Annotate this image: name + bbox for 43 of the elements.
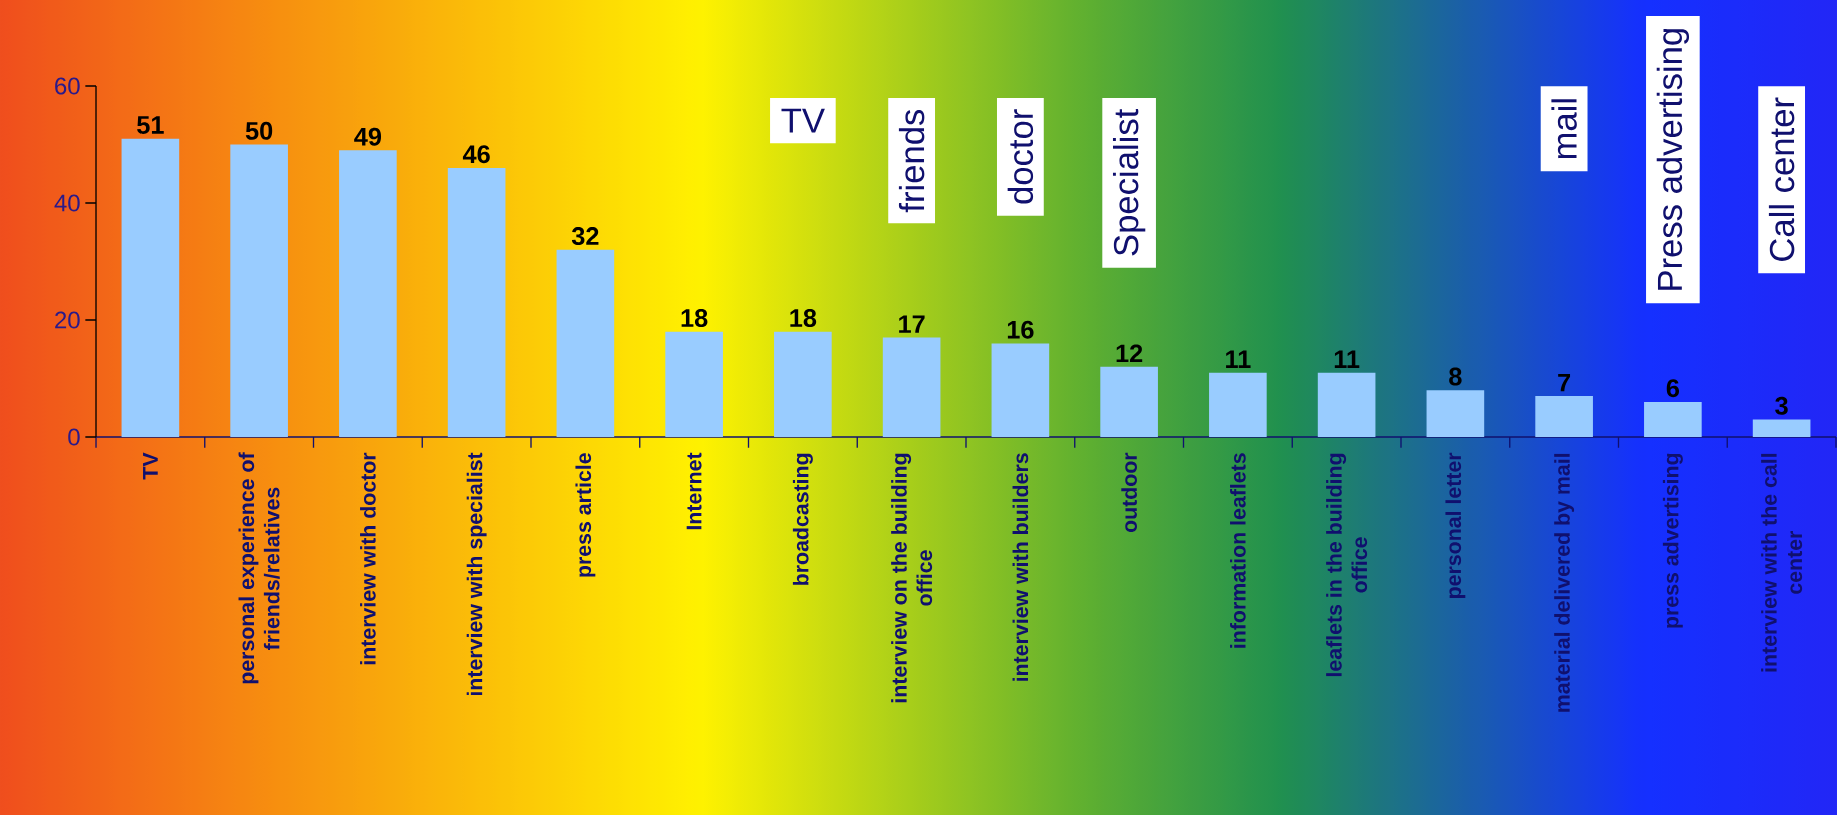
x-tick-label: leaflets in the building office: [1326, 453, 1368, 677]
data-label: 8: [1449, 367, 1462, 386]
x-tick-label: press article: [575, 453, 596, 577]
annotation: TV: [781, 108, 825, 133]
data-label: 11: [1226, 350, 1251, 368]
x-tick-label: interview with specialist: [466, 452, 487, 696]
data-label: 12: [1116, 344, 1143, 363]
x-tick-label: personal letter: [1445, 452, 1466, 598]
x-tick-label: information leaflets: [1230, 453, 1246, 648]
data-label: 17: [899, 315, 925, 333]
annotation: Specialist: [1112, 108, 1146, 256]
annotation: doctor: [1007, 109, 1034, 204]
data-label: 16: [1007, 320, 1034, 339]
x-tick-label: personal experience of friends/relatives: [238, 452, 280, 684]
data-label: 18: [790, 309, 817, 327]
x-tick-label: interview with the call center: [1761, 453, 1803, 672]
y-tick-label: 60: [55, 77, 80, 95]
x-tick-label: Internet: [686, 452, 702, 530]
x-tick-label: broadcasting: [792, 453, 813, 585]
x-tick-label: interview with doctor: [360, 452, 376, 665]
x-tick-label: interview on the building office: [891, 453, 933, 703]
data-label: 6: [1666, 379, 1679, 398]
annotation: Press advertising: [1656, 29, 1690, 290]
data-label: 49: [354, 127, 382, 146]
data-label: 11: [1334, 350, 1360, 368]
y-tick-label: 20: [55, 311, 80, 329]
data-label: 32: [571, 227, 599, 246]
annotation: mail: [1551, 99, 1577, 159]
data-label: 3: [1775, 396, 1788, 415]
data-label: 50: [245, 121, 273, 140]
data-label: 18: [681, 309, 708, 327]
data-label: 7: [1558, 373, 1571, 392]
x-tick-label: material delivered by mail: [1554, 453, 1575, 712]
y-tick-label: 40: [54, 194, 80, 212]
x-tick-label: press advertising: [1662, 453, 1683, 628]
y-tick-label: 0: [68, 428, 80, 446]
data-label: 46: [462, 145, 490, 164]
annotation: Call center: [1768, 97, 1795, 261]
x-tick-label: outdoor: [1121, 452, 1137, 533]
x-tick-label: interview with builders: [1012, 453, 1029, 681]
x-tick-label: TV: [143, 452, 158, 480]
data-label: 51: [137, 116, 164, 134]
annotation: friends: [898, 109, 925, 213]
